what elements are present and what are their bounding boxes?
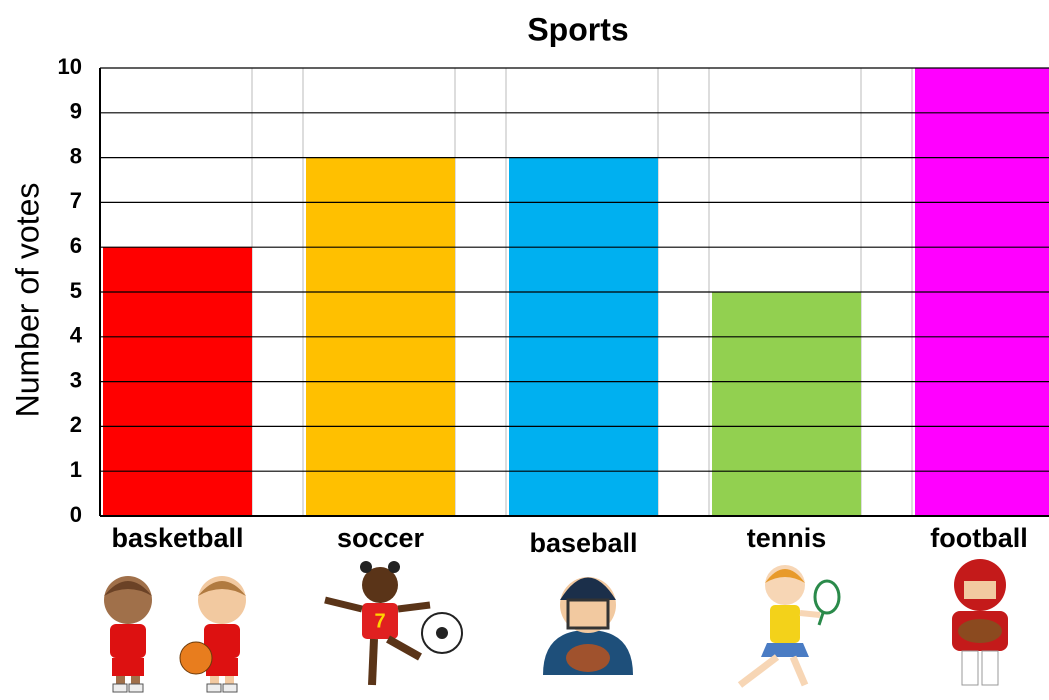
y-tick-label: 5 xyxy=(70,278,82,303)
y-tick-label: 9 xyxy=(70,99,82,124)
x-tick-label: basketball xyxy=(111,523,243,553)
x-tick-label: baseball xyxy=(529,528,637,558)
y-tick-label: 1 xyxy=(70,457,82,482)
x-tick-label: soccer xyxy=(337,523,425,553)
y-tick-label: 0 xyxy=(70,502,82,527)
football-player xyxy=(952,559,1008,686)
y-tick-label: 7 xyxy=(70,188,82,213)
x-tick-label: football xyxy=(930,523,1027,553)
y-axis-label: Number of votes xyxy=(9,183,45,418)
y-tick-label: 4 xyxy=(70,323,83,348)
bar xyxy=(712,292,861,516)
y-tick-label: 10 xyxy=(58,54,82,79)
tennis-player xyxy=(737,565,841,688)
plot-area: 0 1 2 3 4 5 6 7 8 9 10 basketball soccer baseball tenn… xyxy=(58,54,1049,558)
soccer-player: 7 xyxy=(324,561,463,686)
y-tick-label: 6 xyxy=(70,233,82,258)
chart-title: Sports xyxy=(527,11,628,47)
y-tick-label: 8 xyxy=(70,143,82,168)
baseball-catcher xyxy=(543,577,633,675)
y-tick-label: 2 xyxy=(70,412,82,437)
x-tick-label: tennis xyxy=(747,523,827,553)
y-tick-label: 3 xyxy=(70,367,82,392)
basketball-players xyxy=(104,576,246,693)
svg-text:7: 7 xyxy=(374,610,385,632)
